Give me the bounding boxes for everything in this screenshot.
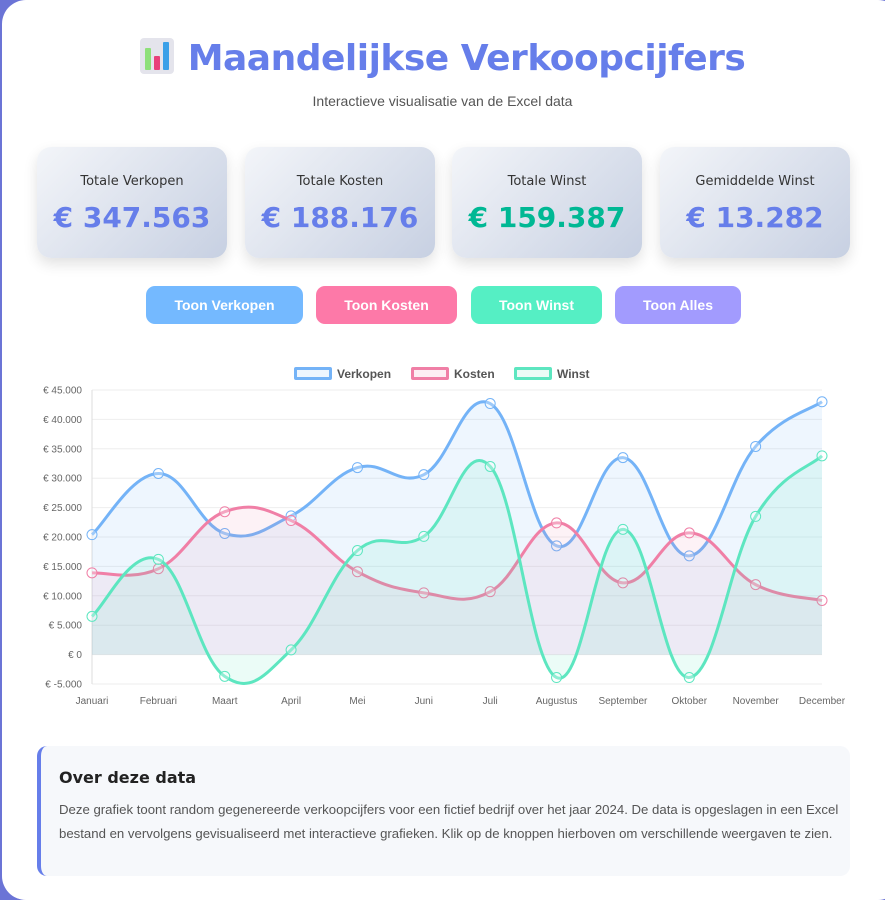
- y-tick-label: € -5.000: [45, 680, 82, 691]
- y-tick-label: € 40.000: [43, 415, 82, 426]
- x-tick-label: Juli: [483, 696, 498, 707]
- line-kosten: [91, 505, 823, 602]
- data-point: [750, 440, 762, 452]
- x-tick-label: Juni: [415, 696, 433, 707]
- stat-label: Totale Winst: [507, 174, 587, 189]
- data-point: [683, 527, 695, 539]
- x-tick-label: Januari: [76, 696, 109, 707]
- y-tick-label: € 25.000: [43, 503, 82, 514]
- y-tick-label: € 0: [68, 650, 82, 661]
- x-tick-label: April: [281, 696, 301, 707]
- legend-item-winst[interactable]: Winst: [514, 367, 590, 381]
- data-point: [683, 672, 695, 684]
- data-point: [617, 523, 629, 535]
- stat-value: € 188.176: [261, 201, 419, 234]
- x-tick-label: Februari: [140, 696, 177, 707]
- info-title: Over deze data: [59, 768, 197, 787]
- stat-card-average-profit: Gemiddelde Winst € 13.282: [660, 147, 850, 258]
- data-point: [816, 595, 828, 607]
- legend-swatch: [411, 367, 449, 380]
- data-point: [152, 563, 164, 575]
- data-point: [750, 510, 762, 522]
- legend-swatch: [514, 367, 552, 380]
- data-point: [152, 467, 164, 479]
- x-tick-label: Oktober: [671, 696, 707, 707]
- area-kosten: [92, 507, 822, 655]
- data-point: [816, 396, 828, 408]
- data-point: [816, 450, 828, 462]
- bar-chart-icon: [139, 38, 174, 74]
- data-point: [86, 567, 98, 579]
- stat-value: € 347.563: [53, 201, 211, 234]
- data-point: [285, 515, 297, 527]
- y-tick-label: € 10.000: [43, 591, 82, 602]
- data-point: [351, 462, 363, 474]
- legend-item-verkopen[interactable]: Verkopen: [294, 367, 391, 381]
- data-point: [219, 506, 231, 518]
- data-point: [551, 540, 563, 552]
- page-title: Maandelijkse Verkoopcijfers: [0, 38, 885, 79]
- show-costs-button[interactable]: Toon Kosten: [316, 286, 457, 324]
- data-point: [152, 553, 164, 565]
- data-point: [551, 672, 563, 684]
- x-tick-label: September: [598, 696, 648, 707]
- stat-label: Totale Verkopen: [80, 174, 184, 189]
- x-tick-label: Mei: [349, 696, 365, 707]
- show-profit-button[interactable]: Toon Winst: [471, 286, 602, 324]
- info-text: Deze grafiek toont random gegenereerde v…: [59, 802, 839, 841]
- line-winst: [90, 454, 824, 685]
- stat-label: Totale Kosten: [296, 174, 384, 189]
- y-tick-label: € 15.000: [43, 562, 82, 573]
- stat-value: € 159.387: [468, 201, 626, 234]
- data-point: [86, 529, 98, 541]
- data-point: [551, 517, 563, 529]
- stat-card-total-sales: Totale Verkopen € 347.563: [37, 147, 227, 258]
- x-tick-label: November: [733, 696, 780, 707]
- info-box: Over deze data Deze grafiek toont random…: [37, 746, 850, 876]
- y-tick-label: € 20.000: [43, 533, 82, 544]
- title-text: Maandelijkse Verkoopcijfers: [187, 38, 746, 79]
- data-point: [219, 527, 231, 539]
- legend-label: Verkopen: [337, 367, 392, 381]
- stat-value: € 13.282: [686, 201, 824, 234]
- x-tick-label: December: [799, 696, 846, 707]
- y-tick-label: € 30.000: [43, 474, 82, 485]
- page-subtitle: Interactieve visualisatie van de Excel d…: [312, 93, 573, 109]
- data-point: [484, 460, 496, 472]
- data-point: [285, 644, 297, 656]
- data-point: [86, 610, 98, 622]
- area-winst: [92, 455, 822, 684]
- data-point: [418, 530, 430, 542]
- x-tick-label: Augustus: [536, 696, 578, 707]
- data-point: [418, 587, 430, 599]
- line-chart: € 45.000 € 40.000 € 35.000 € 30.000 € 25.000…: [43, 386, 846, 708]
- y-tick-label: € 5.000: [49, 621, 83, 632]
- y-tick-label: € 35.000: [43, 444, 82, 455]
- area-verkopen: [92, 401, 822, 655]
- legend-label: Kosten: [454, 367, 495, 381]
- data-point: [750, 579, 762, 591]
- data-point: [683, 550, 695, 562]
- data-point: [617, 452, 629, 464]
- data-point: [219, 670, 231, 682]
- stat-card-total-costs: Totale Kosten € 188.176: [245, 147, 435, 258]
- show-sales-button[interactable]: Toon Verkopen: [146, 286, 303, 324]
- x-tick-label: Maart: [212, 696, 238, 707]
- show-all-button[interactable]: Toon Alles: [615, 286, 741, 324]
- line-verkopen: [90, 400, 823, 558]
- stat-label: Gemiddelde Winst: [695, 174, 815, 189]
- data-point: [484, 586, 496, 598]
- legend-label: Winst: [557, 367, 590, 381]
- data-point: [484, 398, 496, 410]
- data-point: [351, 566, 363, 578]
- y-tick-label: € 45.000: [43, 386, 82, 397]
- legend-swatch: [294, 367, 332, 380]
- data-point: [351, 545, 363, 557]
- data-point: [617, 577, 629, 589]
- data-point: [418, 469, 430, 481]
- stat-card-total-profit: Totale Winst € 159.387: [452, 147, 642, 258]
- legend-item-kosten[interactable]: Kosten: [411, 367, 495, 381]
